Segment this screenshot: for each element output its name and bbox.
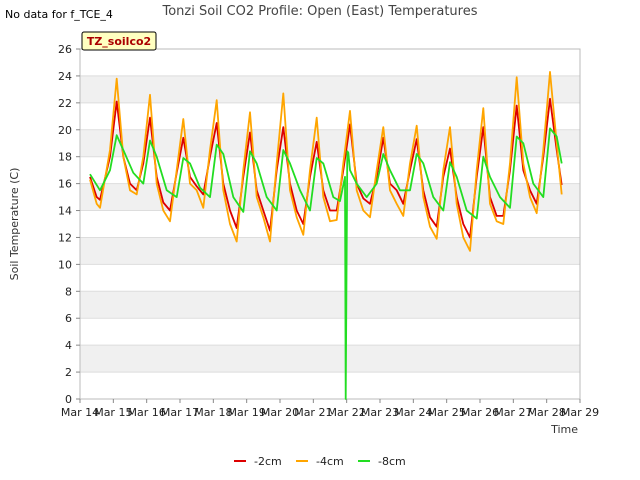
legend: -2cm -4cm -8cm <box>234 455 406 468</box>
x-tick-label: Mar 17 <box>161 406 199 419</box>
series-line-8cm <box>89 127 563 400</box>
x-tick-label: Mar 18 <box>194 406 232 419</box>
grid-band <box>80 129 580 157</box>
grid-band <box>80 345 580 373</box>
series-line-2cm <box>89 97 563 239</box>
y-tick-label: 0 <box>65 393 72 406</box>
x-tick-label: Mar 15 <box>94 406 132 419</box>
series-lines <box>89 71 563 400</box>
y-tick-label: 4 <box>65 339 72 352</box>
y-tick-label: 24 <box>58 70 72 83</box>
grid-band <box>80 75 580 103</box>
no-data-note: No data for f_TCE_4 <box>5 8 113 21</box>
y-tick-label: 12 <box>58 231 72 244</box>
y-tick-label: 8 <box>65 285 72 298</box>
x-tick-label: Mar 29 <box>561 406 599 419</box>
chart-title: Tonzi Soil CO2 Profile: Open (East) Temp… <box>161 4 477 19</box>
y-tick-label: 6 <box>65 312 72 325</box>
station-tag-box <box>81 31 157 51</box>
y-axis-label: Soil Temperature (C) <box>8 168 21 281</box>
x-tick-label: Mar 19 <box>228 406 266 419</box>
x-tick-label: Mar 25 <box>428 406 466 419</box>
x-tick-label: Mar 26 <box>461 406 499 419</box>
grid-band <box>80 237 580 265</box>
x-axis-label: Time <box>550 423 578 436</box>
station-tag-label: TZ_soilco2 <box>87 35 151 48</box>
legend-label-4cm: -4cm <box>316 455 344 468</box>
y-tick-label: 26 <box>58 43 72 56</box>
y-tick-label: 18 <box>58 151 72 164</box>
station-tag: TZ_soilco2 <box>81 31 157 51</box>
x-tick-label: Mar 20 <box>261 406 299 419</box>
series-line-4cm <box>89 71 563 252</box>
plot-background-bands <box>80 75 580 373</box>
y-tick-label: 16 <box>58 178 72 191</box>
x-tick-label: Mar 22 <box>328 406 366 419</box>
y-tick-label: 22 <box>58 97 72 110</box>
legend-label-8cm: -8cm <box>378 455 406 468</box>
grid-band <box>80 291 580 319</box>
y-tick-label: 14 <box>58 205 72 218</box>
y-tick-label: 2 <box>65 366 72 379</box>
plot-frame <box>79 48 581 400</box>
x-tick-label: Mar 28 <box>528 406 566 419</box>
y-tick-label: 10 <box>58 258 72 271</box>
x-tick-label: Mar 27 <box>494 406 532 419</box>
x-tick-label: Mar 21 <box>294 406 332 419</box>
y-tick-label: 20 <box>58 124 72 137</box>
x-tick-label: Mar 16 <box>128 406 166 419</box>
x-tick-label: Mar 23 <box>361 406 399 419</box>
legend-label-2cm: -2cm <box>254 455 282 468</box>
x-tick-label: Mar 14 <box>61 406 99 419</box>
x-tick-label: Mar 24 <box>394 406 432 419</box>
